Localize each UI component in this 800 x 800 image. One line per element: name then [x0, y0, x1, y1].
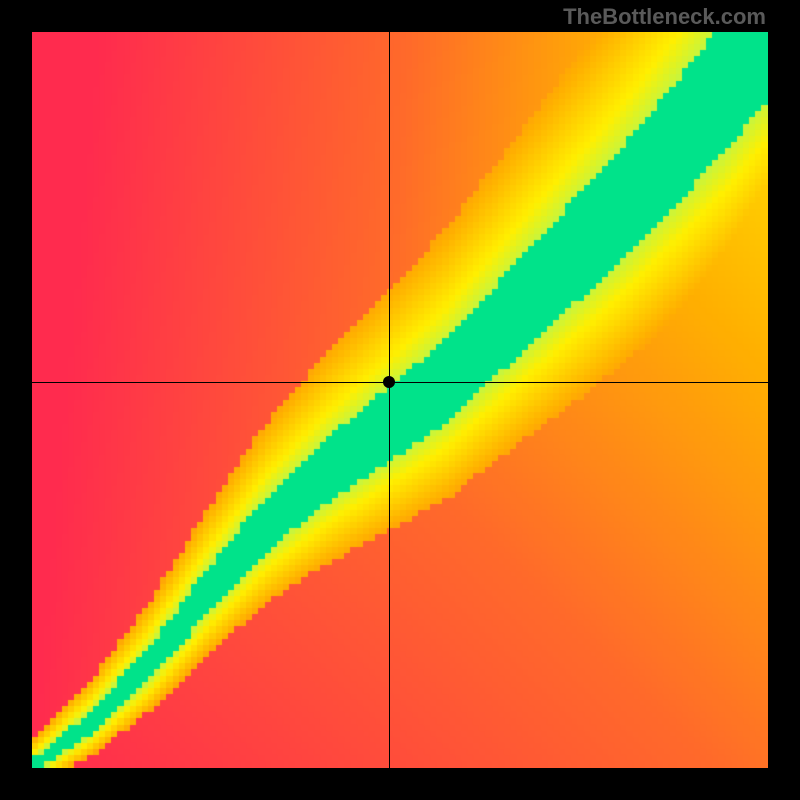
marker-dot — [383, 376, 395, 388]
watermark-text: TheBottleneck.com — [563, 4, 766, 30]
heatmap-canvas — [32, 32, 768, 768]
crosshair-horizontal — [32, 382, 768, 383]
crosshair-vertical — [389, 32, 390, 768]
chart-container: TheBottleneck.com — [0, 0, 800, 800]
